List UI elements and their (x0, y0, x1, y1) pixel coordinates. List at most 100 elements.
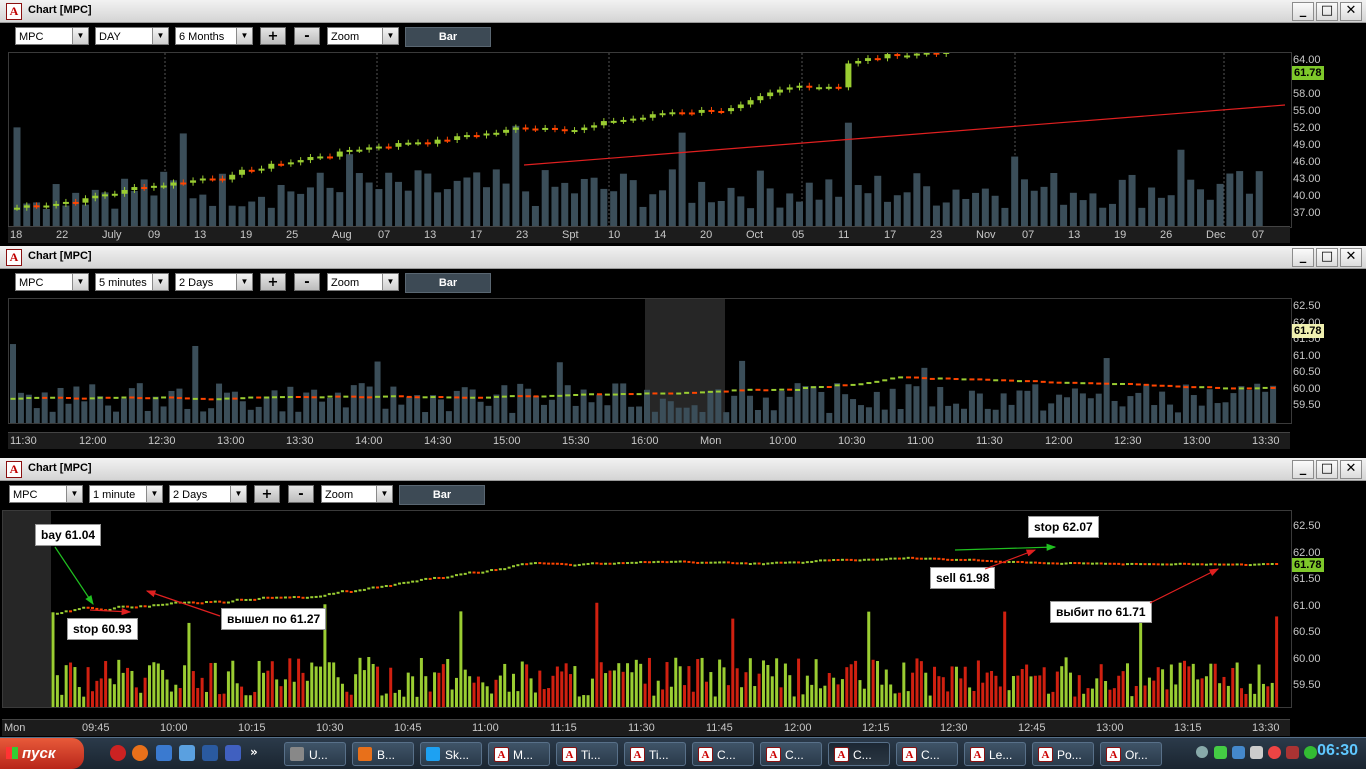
taskbar-button[interactable]: A Le... (964, 742, 1026, 766)
candle-body (652, 392, 658, 395)
window-titlebar[interactable]: A Chart [MPC] _ □ ✕ (0, 458, 1366, 481)
candle-body (551, 127, 558, 130)
candle-body (862, 558, 866, 561)
volume-bar (178, 688, 182, 707)
minimize-button[interactable]: _ (1292, 248, 1314, 267)
volume-bar (301, 672, 305, 707)
tray-volume-icon[interactable] (1250, 746, 1263, 759)
interval-select[interactable]: 1 minute ▼ (89, 485, 163, 503)
taskbar-button[interactable]: B... (352, 742, 414, 766)
candle-body (850, 383, 856, 386)
taskbar-button[interactable]: A Or... (1100, 742, 1162, 766)
taskbar-button[interactable]: A M... (488, 742, 550, 766)
volume-bar (189, 198, 197, 227)
intraday-5min-chart[interactable] (8, 298, 1292, 424)
minimize-button[interactable]: _ (1292, 460, 1314, 479)
taskbar-button[interactable]: U... (284, 742, 346, 766)
bar-type-button[interactable]: Bar (405, 273, 491, 293)
zoom-in-button[interactable]: + (260, 27, 286, 45)
volume-bar (1266, 686, 1270, 707)
interval-value: 1 minute (93, 489, 136, 501)
taskbar-button[interactable]: A Po... (1032, 742, 1094, 766)
outlook-icon[interactable] (202, 745, 218, 761)
taskbar-button[interactable]: A C... (896, 742, 958, 766)
taskbar-button[interactable]: A C... (760, 742, 822, 766)
volume-bar (434, 192, 442, 227)
computer-icon[interactable] (179, 745, 195, 761)
candle-body (634, 561, 638, 564)
opera-icon[interactable] (110, 745, 126, 761)
candle-body (796, 85, 803, 88)
range-select[interactable]: 2 Days ▼ (175, 273, 253, 291)
zoom-out-button[interactable]: - (294, 27, 320, 45)
save-icon[interactable] (225, 745, 241, 761)
zoom-out-button[interactable]: - (294, 273, 320, 291)
firefox-icon[interactable] (132, 745, 148, 761)
candle-body (34, 396, 40, 399)
zoom-select[interactable]: Zoom ▼ (327, 273, 399, 291)
volume-bar (235, 683, 239, 707)
candle-body (375, 395, 381, 398)
time-label: 13:30 (286, 435, 314, 447)
window-title: Chart [MPC] (28, 250, 92, 262)
candle-body (547, 562, 551, 565)
maximize-button[interactable]: □ (1316, 2, 1338, 21)
app-icon (426, 747, 440, 761)
zoom-in-button[interactable]: + (254, 485, 280, 503)
tray-arrow-icon[interactable] (1196, 746, 1208, 758)
volume-bar (596, 394, 603, 423)
interval-select[interactable]: DAY ▼ (95, 27, 169, 45)
volume-bar (419, 657, 423, 707)
tray-flag-icon[interactable] (1286, 746, 1299, 759)
maximize-button[interactable]: □ (1316, 460, 1338, 479)
candle-body (336, 151, 343, 157)
tray-network-icon[interactable] (1232, 746, 1245, 759)
symbol-select[interactable]: MPC ▼ (15, 273, 89, 291)
daily-candlestick-chart[interactable] (8, 52, 1292, 228)
bar-type-button[interactable]: Bar (405, 27, 491, 47)
interval-select[interactable]: 5 minutes ▼ (95, 273, 169, 291)
volume-bar (311, 389, 318, 423)
minimize-button[interactable]: _ (1292, 2, 1314, 21)
zoom-select[interactable]: Zoom ▼ (327, 27, 399, 45)
taskbar-button[interactable]: A Ti... (624, 742, 686, 766)
chevron-double-right-icon[interactable]: » (250, 745, 258, 759)
range-select[interactable]: 6 Months ▼ (175, 27, 253, 45)
symbol-select[interactable]: MPC ▼ (9, 485, 83, 503)
volume-bar (375, 189, 383, 227)
candle-body (454, 136, 461, 141)
symbol-select[interactable]: MPC ▼ (15, 27, 89, 45)
close-button[interactable]: ✕ (1340, 248, 1362, 267)
zoom-select[interactable]: Zoom ▼ (321, 485, 393, 503)
volume-bar (649, 194, 657, 227)
clock[interactable]: 06:30 (1317, 742, 1358, 759)
candle-body (1183, 386, 1189, 389)
taskbar-button[interactable]: A Ti... (556, 742, 618, 766)
tray-shield-icon[interactable] (1214, 746, 1227, 759)
taskbar-button[interactable]: A C... (828, 742, 890, 766)
time-label: 10 (608, 229, 621, 241)
taskbar-button[interactable]: Sk... (420, 742, 482, 766)
zoom-in-button[interactable]: + (260, 273, 286, 291)
tray-globe-icon[interactable] (1304, 746, 1317, 759)
tray-chrome-icon[interactable] (1268, 746, 1281, 759)
volume-bar (540, 404, 547, 423)
close-button[interactable]: ✕ (1340, 460, 1362, 479)
maximize-button[interactable]: □ (1316, 248, 1338, 267)
volume-bar (1077, 675, 1081, 707)
window-titlebar[interactable]: A Chart [MPC] _ □ ✕ (0, 246, 1366, 269)
zoom-out-button[interactable]: - (288, 485, 314, 503)
volume-bar (144, 410, 151, 423)
window-titlebar[interactable]: A Chart [MPC] _ □ ✕ (0, 0, 1366, 23)
desktop-icon[interactable] (156, 745, 172, 761)
close-button[interactable]: ✕ (1340, 2, 1362, 21)
taskbar-button[interactable]: A C... (692, 742, 754, 766)
candle-body (503, 568, 507, 571)
candle-body (1248, 564, 1252, 567)
volume-bar (634, 659, 638, 707)
volume-bar (262, 672, 266, 707)
start-button[interactable]: пуск (0, 738, 84, 769)
range-select[interactable]: 2 Days ▼ (169, 485, 247, 503)
time-label: 13:30 (1252, 722, 1280, 734)
bar-type-button[interactable]: Bar (399, 485, 485, 505)
